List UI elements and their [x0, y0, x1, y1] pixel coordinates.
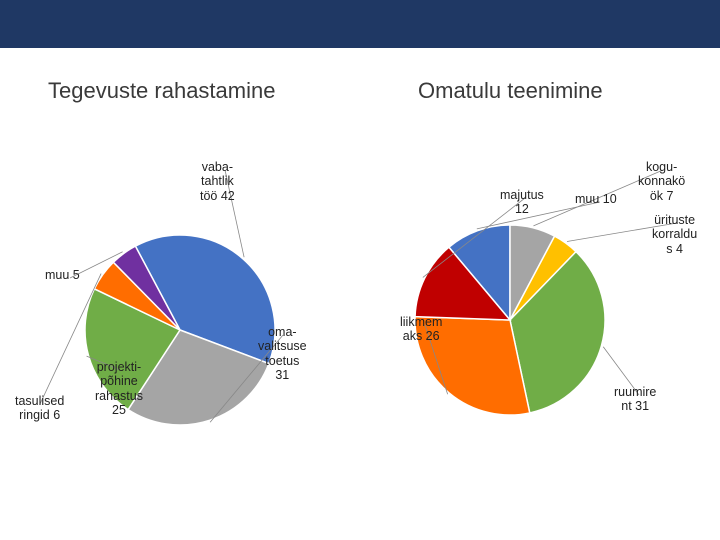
left-slice-label-0: vaba- tahtlik töö 42 [200, 160, 235, 203]
right-slice-label-2: ürituste korraldu s 4 [652, 213, 697, 256]
left-slice-label-1: oma- valitsuse toetus 31 [258, 325, 307, 383]
right-slice-label-3: ruumire nt 31 [614, 385, 656, 414]
right-slice-label-4: liikmem aks 26 [400, 315, 442, 344]
right-slice-label-1: kogu- konnakö ök 7 [638, 160, 685, 203]
left-slice-label-2: projekti- põhine rahastus 25 [95, 360, 143, 418]
right-slice-label-5: majutus 12 [500, 188, 544, 217]
left-slice-label-4: muu 5 [45, 268, 80, 282]
right-slice-label-0: muu 10 [575, 192, 617, 206]
left-slice-label-3: tasulised ringid 6 [15, 394, 64, 423]
right-pie-svg [0, 0, 720, 540]
